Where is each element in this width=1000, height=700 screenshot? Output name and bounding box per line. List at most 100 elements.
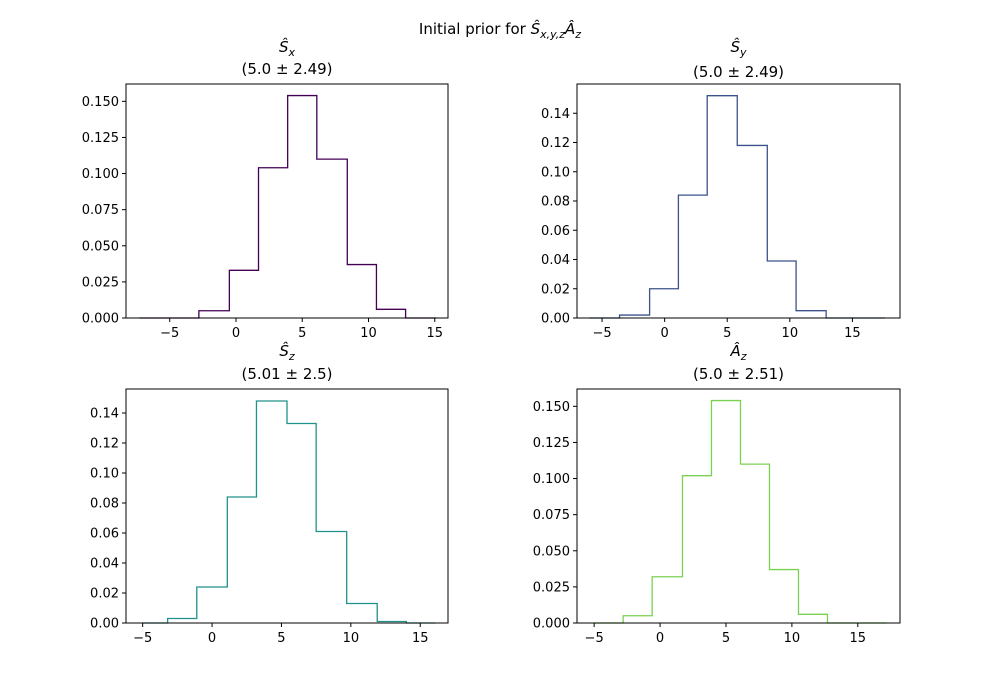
histogram-bin — [796, 311, 826, 318]
x-tick-label: 5 — [722, 631, 730, 646]
histogram-bin — [682, 476, 711, 623]
y-tick-label: 0.125 — [533, 436, 570, 451]
y-tick-label: 0.100 — [82, 167, 119, 182]
histogram-bin — [316, 532, 347, 624]
x-tick-label: 0 — [232, 326, 240, 341]
histogram-bin — [376, 309, 405, 318]
title-symbol-subscript: z — [288, 350, 295, 363]
y-tick-label: 0.050 — [533, 544, 570, 559]
subplot-grid: Ŝx(5.0 ± 2.49)−5 0 5 10 150.0000.0250.0500.0… — [82, 37, 901, 646]
axes-frame — [125, 388, 449, 624]
x-tick-label: 10 — [343, 631, 360, 646]
histogram-bin — [287, 424, 316, 624]
x-tick-label: 5 — [723, 326, 731, 341]
x-tick-label: 10 — [782, 326, 799, 341]
subplot-title-stats: (5.01 ± 2.5) — [241, 365, 332, 383]
y-tick-label: 0.10 — [90, 467, 119, 482]
y-tick-label: 0.08 — [90, 497, 119, 512]
figure-suptitle: Initial prior for Ŝx,y,zÂz — [419, 19, 581, 41]
y-tick-label: 0.02 — [90, 587, 119, 602]
histogram-bin — [317, 159, 347, 318]
x-tick-label: 15 — [412, 631, 429, 646]
title-symbol-base: Ŝ — [730, 37, 740, 56]
title-symbol-base: Ŝ — [279, 37, 289, 56]
y-tick-label: 0.025 — [533, 580, 570, 595]
y-tick-label: 0.06 — [90, 527, 119, 542]
y-tick-label: 0.02 — [541, 282, 570, 297]
histogram-bin — [737, 145, 767, 318]
axes-frame — [125, 83, 449, 319]
title-symbol-base: Â — [729, 341, 740, 360]
histogram-bin — [678, 195, 707, 318]
x-tick-label: −5 — [585, 631, 604, 646]
y-tick-label: 0.000 — [533, 617, 570, 632]
histogram-bin — [199, 311, 229, 318]
subplot-title-symbol: Ŝz — [279, 341, 295, 363]
histogram-bin — [227, 497, 256, 623]
subplot-title-symbol: Ŝy — [730, 37, 747, 59]
x-tick-label: 5 — [277, 631, 285, 646]
subplot-4: Âz (5.0 ± 2.51) −5 0 5 10 15 0.000 0.025 0.050 0.0… — [533, 341, 901, 646]
histogram-bin — [711, 401, 740, 623]
y-tick-label: 0.06 — [541, 224, 570, 239]
x-tick-label: 10 — [784, 631, 801, 646]
histogram-bin — [168, 619, 197, 624]
histogram-bin — [650, 289, 679, 318]
histogram-bin — [347, 604, 378, 624]
y-tick-label: 0.075 — [533, 508, 570, 523]
subplot-title-symbol: Ŝx — [279, 37, 296, 59]
x-tick-label: 0 — [660, 326, 668, 341]
histogram-step — [142, 400, 436, 624]
title-symbol-subscript: z — [740, 350, 747, 363]
subplot-title-stats: (5.0 ± 2.49) — [693, 63, 784, 81]
histogram-bin — [769, 570, 798, 623]
title-symbol-subscript: x — [288, 46, 296, 59]
histogram-bin — [256, 401, 287, 623]
histogram-bin — [623, 616, 652, 623]
axes-frame — [576, 83, 901, 319]
y-tick-label: 0.12 — [541, 136, 570, 151]
x-tick-label: −5 — [133, 631, 152, 646]
x-tick-label: −5 — [592, 326, 611, 341]
histogram-bin — [288, 96, 317, 318]
histogram-bin — [259, 168, 288, 318]
y-tick-label: 0.10 — [541, 165, 570, 180]
histogram-step — [594, 399, 887, 624]
x-tick-label: 0 — [656, 631, 664, 646]
histogram-step — [589, 95, 885, 319]
x-tick-label: 10 — [360, 326, 377, 341]
x-tick-label: 15 — [850, 631, 867, 646]
y-tick-label: 0.050 — [82, 239, 119, 254]
y-tick-label: 0.14 — [90, 407, 119, 422]
y-tick-label: 0.14 — [541, 107, 570, 122]
y-tick-label: 0.100 — [533, 472, 570, 487]
y-tick-label: 0.150 — [82, 95, 119, 110]
x-tick-label: 0 — [208, 631, 216, 646]
x-tick-label: 5 — [298, 326, 306, 341]
y-tick-label: 0.04 — [541, 253, 570, 268]
histogram-bin — [798, 614, 827, 623]
subplot-1: Ŝx(5.0 ± 2.49) −5 0 5 10 15 0.000 0.025 0.050 0.0… — [82, 37, 449, 341]
y-tick-label: 0.025 — [82, 275, 119, 290]
histogram-bin — [767, 261, 796, 318]
histogram-bin — [707, 96, 737, 318]
y-tick-label: 0.00 — [90, 617, 119, 632]
subplot-title-symbol: Âz — [729, 341, 746, 363]
axes-frame — [576, 388, 901, 624]
subplot-2: Ŝy (5.0 ± 2.49) −5 0 5 10 15 0.00 0.02 0.04 0.06 0.… — [541, 37, 901, 341]
histogram-bin — [197, 587, 228, 623]
histogram-bin — [740, 464, 769, 623]
histogram-bin — [229, 270, 258, 318]
y-tick-label: 0.150 — [533, 400, 570, 415]
x-tick-label: −5 — [160, 326, 179, 341]
subplot-3: Ŝz (5.01 ± 2.5) −5 0 5 10 15 0.00 0.02 0.04 0.06 0.… — [90, 341, 449, 646]
y-tick-label: 0.08 — [541, 195, 570, 210]
histogram-step — [139, 94, 437, 319]
y-tick-label: 0.12 — [90, 437, 119, 452]
y-tick-label: 0.075 — [82, 203, 119, 218]
y-tick-label: 0.000 — [82, 312, 119, 327]
title-symbol-base: Ŝ — [279, 341, 289, 360]
histogram-bin — [652, 577, 682, 623]
title-symbol-subscript: y — [739, 46, 747, 59]
